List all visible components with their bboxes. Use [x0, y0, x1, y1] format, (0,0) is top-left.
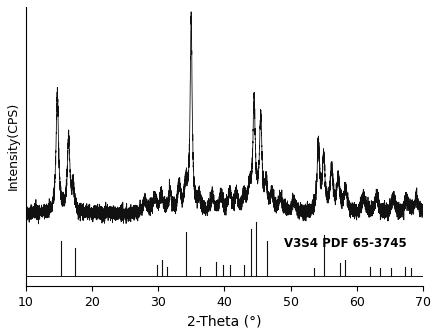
X-axis label: 2-Theta (°): 2-Theta (°) — [187, 314, 261, 328]
Y-axis label: Intensity(CPS): Intensity(CPS) — [7, 102, 20, 191]
Text: V3S4 PDF 65-3745: V3S4 PDF 65-3745 — [284, 237, 406, 250]
